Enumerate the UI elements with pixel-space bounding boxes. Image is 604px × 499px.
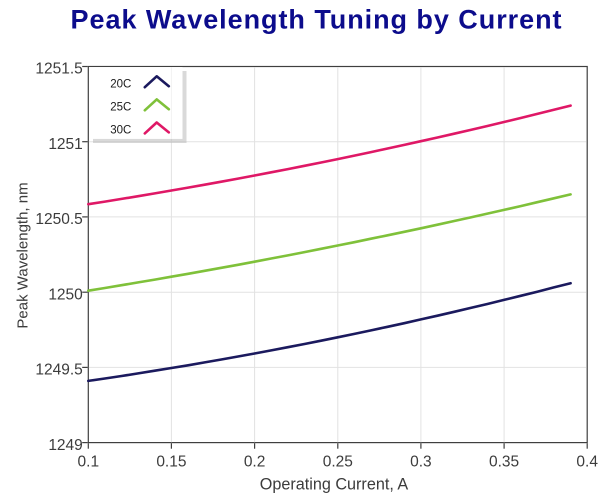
svg-text:0.35: 0.35 [489, 453, 519, 470]
svg-text:1249.5: 1249.5 [35, 362, 82, 379]
svg-text:0.2: 0.2 [244, 453, 266, 470]
svg-text:25C: 25C [110, 102, 131, 114]
svg-text:0.25: 0.25 [323, 453, 353, 470]
svg-text:1250: 1250 [48, 286, 83, 303]
svg-text:Operating Current, A: Operating Current, A [260, 476, 409, 494]
svg-text:20C: 20C [110, 78, 131, 90]
svg-text:0.1: 0.1 [78, 453, 100, 470]
svg-text:Peak Wavelength Tuning by Curr: Peak Wavelength Tuning by Current [71, 5, 563, 35]
svg-text:1251: 1251 [48, 136, 82, 153]
svg-text:0.3: 0.3 [410, 453, 432, 470]
svg-text:1250.5: 1250.5 [35, 211, 82, 228]
svg-text:0.4: 0.4 [576, 453, 598, 470]
svg-text:0.15: 0.15 [156, 453, 186, 470]
svg-text:Peak Wavelength, nm: Peak Wavelength, nm [15, 182, 32, 328]
svg-text:1249: 1249 [48, 437, 82, 454]
svg-text:30C: 30C [110, 125, 131, 137]
svg-text:1251.5: 1251.5 [35, 61, 82, 78]
